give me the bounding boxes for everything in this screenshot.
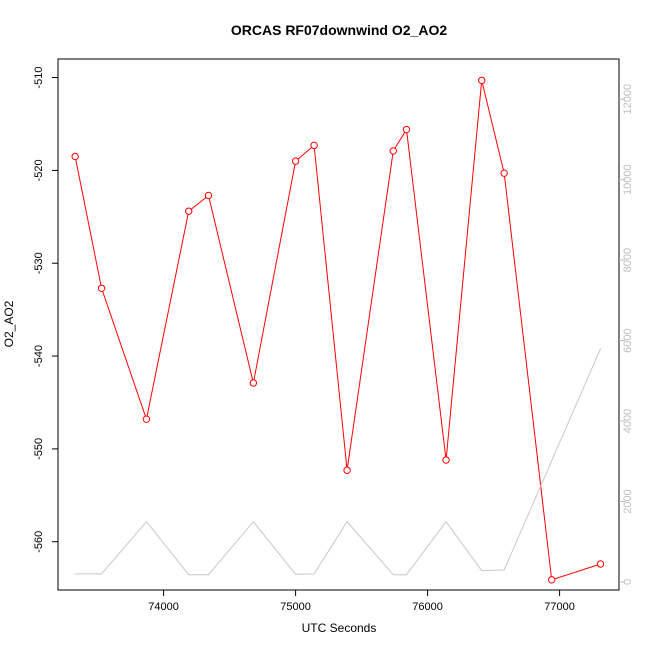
- y2-tick-label: 6000: [622, 328, 634, 352]
- y-tick-label: -560: [33, 531, 45, 553]
- data-point: [343, 466, 351, 474]
- x-axis-label: UTC Seconds: [302, 621, 377, 635]
- y2-tick-label: 4000: [622, 409, 634, 433]
- x-tick-label: 77000: [544, 601, 575, 613]
- y2-tick-label: 12000: [622, 84, 634, 115]
- data-point: [71, 152, 79, 161]
- series-group: [71, 76, 605, 584]
- y-tick-label: -530: [33, 252, 45, 274]
- x-tick-label: 76000: [412, 601, 443, 613]
- data-point: [310, 141, 318, 150]
- y-tick-label: -540: [33, 345, 45, 367]
- y-tick-label: -510: [33, 67, 45, 89]
- data-point: [184, 207, 193, 215]
- plot-frame: [57, 58, 620, 591]
- x-tick-label: 74000: [148, 601, 179, 613]
- data-point: [547, 576, 556, 584]
- data-point: [249, 379, 258, 387]
- y-axis-label: O2_AO2: [2, 300, 16, 347]
- y2-tick-label: 10000: [622, 164, 634, 195]
- y-tick-label: -520: [33, 159, 45, 181]
- data-point: [402, 125, 411, 134]
- y2-tick-label: 2000: [622, 489, 634, 513]
- data-point: [142, 415, 151, 423]
- y2-tick-label: 0: [622, 579, 634, 585]
- data-point: [97, 284, 106, 292]
- data-point: [389, 147, 397, 155]
- axes: 74000 75000 76000 77000 -560 -550 -540 -530 -520…: [33, 67, 634, 613]
- x-tick-label: 75000: [280, 601, 311, 613]
- data-point: [478, 76, 486, 85]
- data-point: [500, 169, 508, 177]
- series-line-0: [74, 80, 601, 581]
- chart-title: ORCAS RF07downwind O2_AO2: [231, 22, 447, 38]
- y-tick-label: -550: [33, 438, 45, 460]
- data-point: [442, 456, 450, 464]
- series-line-1: [75, 348, 601, 576]
- data-point: [291, 157, 300, 165]
- data-point: [204, 191, 213, 200]
- y2-tick-label: 8000: [622, 248, 634, 272]
- data-point: [596, 560, 605, 568]
